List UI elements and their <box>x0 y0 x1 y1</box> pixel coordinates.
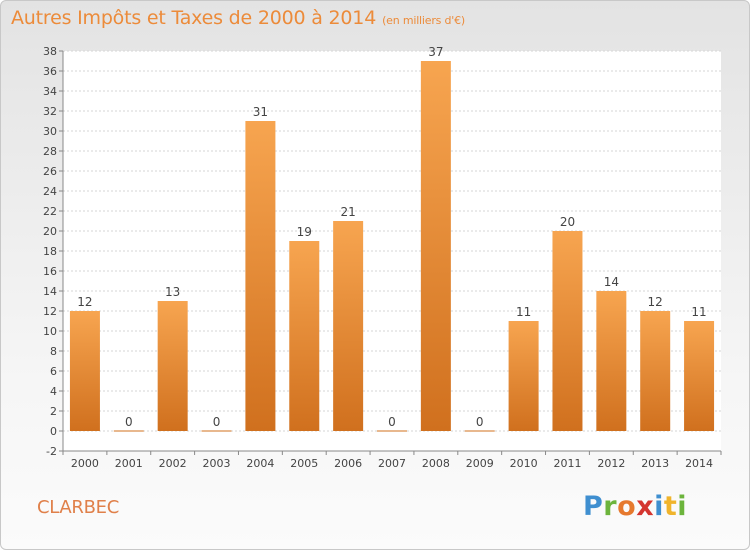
bar-value-label: 14 <box>604 275 619 289</box>
bar-value-label: 0 <box>388 415 396 429</box>
y-tick-label: 20 <box>43 225 57 238</box>
logo-letter: r <box>603 491 618 522</box>
bar-value-label: 13 <box>165 285 180 299</box>
x-tick-label: 2006 <box>334 457 362 470</box>
y-tick-label: 14 <box>43 285 57 298</box>
bar-value-label: 11 <box>691 305 706 319</box>
bar <box>377 430 407 432</box>
data-labels: 12 0 13 0 31 19 21 0 37 0 11 20 14 12 11 <box>77 45 706 429</box>
bar <box>640 311 671 431</box>
x-tick-label: 2009 <box>466 457 494 470</box>
x-tick-label: 2002 <box>159 457 187 470</box>
logo-letter: t <box>663 491 678 522</box>
x-tick-label: 2007 <box>378 457 406 470</box>
bar <box>464 430 495 432</box>
x-tick-label: 2004 <box>246 457 274 470</box>
y-tick-label: 16 <box>43 265 57 278</box>
x-tick-label: 2013 <box>641 457 669 470</box>
bar-value-label: 19 <box>297 225 312 239</box>
title-text: Autres Impôts et Taxes de 2000 à 2014 <box>11 7 377 29</box>
y-tick-label: 28 <box>43 145 57 158</box>
bar-value-label: 20 <box>560 215 575 229</box>
bar <box>684 321 715 431</box>
logo-letter: P <box>583 491 604 522</box>
bar-value-label: 12 <box>77 295 92 309</box>
bar-value-label: 0 <box>125 415 133 429</box>
y-tick-label: 36 <box>43 65 57 78</box>
bar <box>157 301 188 431</box>
logo-letter: o <box>617 491 637 522</box>
y-tick-label: 0 <box>50 425 57 438</box>
bar <box>113 430 144 432</box>
y-tick-label: 22 <box>43 205 57 218</box>
bar <box>333 221 364 431</box>
y-tick-label: 38 <box>43 45 57 58</box>
x-tick-label: 2012 <box>597 457 625 470</box>
bar <box>420 61 451 431</box>
y-tick-label: 32 <box>43 105 57 118</box>
y-tick-label: -2 <box>46 445 57 458</box>
title-unit: (en milliers d'€) <box>382 14 465 27</box>
x-tick-label: 2003 <box>203 457 231 470</box>
bar-value-label: 11 <box>516 305 531 319</box>
y-tick-label: 26 <box>43 165 57 178</box>
x-tick-label: 2000 <box>71 457 99 470</box>
bar <box>552 231 583 431</box>
x-tick-label: 2005 <box>290 457 318 470</box>
y-tick-label: 10 <box>43 325 57 338</box>
bar-value-label: 0 <box>476 415 484 429</box>
bar <box>508 321 539 431</box>
proxiti-logo: Proxiti <box>583 491 687 522</box>
y-tick-label: 2 <box>50 405 57 418</box>
bar <box>69 311 100 431</box>
bar-value-label: 0 <box>213 415 221 429</box>
y-tick-label: 4 <box>50 385 57 398</box>
y-tick-label: 18 <box>43 245 57 258</box>
bar <box>289 241 320 431</box>
y-tick-label: 30 <box>43 125 57 138</box>
y-tick-label: 24 <box>43 185 57 198</box>
x-tick-label: 2011 <box>553 457 581 470</box>
bar <box>596 291 627 431</box>
x-tick-label: 2001 <box>115 457 143 470</box>
place-name: CLARBEC <box>37 497 120 518</box>
bar-value-label: 37 <box>428 45 443 59</box>
bar-value-label: 12 <box>648 295 663 309</box>
x-axis: 2000 2001 2002 2003 2004 2005 2006 2007 2008 2009… <box>62 450 722 470</box>
y-tick-label: 12 <box>43 305 57 318</box>
chart-title: Autres Impôts et Taxes de 2000 à 2014 (en… <box>11 7 465 29</box>
logo-letter: x <box>636 491 655 522</box>
x-tick-label: 2008 <box>422 457 450 470</box>
y-tick-label: 6 <box>50 365 57 378</box>
logo-letter: i <box>654 491 664 522</box>
bar <box>245 121 276 431</box>
y-tick-label: 34 <box>43 85 57 98</box>
bar <box>201 430 232 432</box>
bars <box>69 61 715 432</box>
x-tick-label: 2010 <box>510 457 538 470</box>
y-tick-label: 8 <box>50 345 57 358</box>
bar-value-label: 21 <box>340 205 355 219</box>
bar-value-label: 31 <box>253 105 268 119</box>
x-tick-label: 2014 <box>685 457 713 470</box>
logo-letter: i <box>677 491 688 522</box>
